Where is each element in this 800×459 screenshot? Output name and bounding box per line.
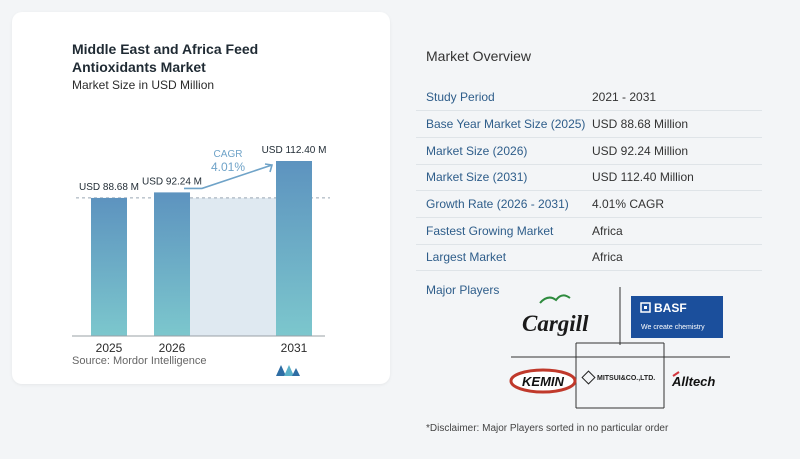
bar-2031 — [276, 161, 312, 336]
chart-title: Middle East and Africa Feed Antioxidants… — [72, 41, 259, 75]
chart-source: Source: Mordor Intelligence — [72, 355, 207, 367]
overview-row: Largest Market Africa — [416, 244, 762, 272]
cagr-value: 4.01% — [211, 160, 245, 174]
overview-key: Market Size (2031) — [416, 164, 586, 192]
data-label: USD 92.24 M — [142, 176, 202, 187]
alltech-wordmark: Alltech — [671, 374, 715, 389]
x-tick-label: 2025 — [96, 341, 123, 355]
overview-key: Fastest Growing Market — [416, 217, 586, 245]
data-label: USD 112.40 M — [262, 145, 327, 156]
bar-2025 — [91, 197, 127, 336]
mitsui-logo: MITSUI&CO.,LTD. — [581, 370, 655, 385]
basf-wordmark: BASF — [654, 301, 687, 315]
cagr-label: CAGR — [214, 149, 243, 160]
disclaimer: *Disclaimer: Major Players sorted in no … — [426, 423, 669, 434]
kemin-wordmark: KEMIN — [522, 374, 565, 389]
major-players-label: Major Players — [426, 283, 500, 297]
alltech-logo: Alltech — [671, 371, 715, 389]
chart-subtitle: Market Size in USD Million — [72, 78, 215, 92]
overview-value: USD 112.40 Million — [586, 164, 762, 192]
growth-band — [190, 197, 276, 336]
overview-row: Base Year Market Size (2025) USD 88.68 Mi… — [416, 110, 762, 138]
cagr-arrow — [184, 163, 274, 190]
basf-tagline: We create chemistry — [641, 324, 705, 331]
mitsui-wordmark: MITSUI&CO.,LTD. — [597, 375, 655, 382]
overview-key: Largest Market — [416, 244, 586, 272]
overview-row: Fastest Growing Market Africa — [416, 217, 762, 245]
kemin-logo: KEMIN — [509, 368, 577, 394]
overview-value: Africa — [586, 244, 762, 272]
data-label: USD 88.68 M — [79, 182, 139, 193]
overview-table: Study Period 2021 - 2031 Base Year Market … — [416, 84, 762, 272]
overview-title: Market Overview — [426, 48, 532, 64]
cargill-wordmark: Cargill — [522, 311, 589, 336]
overview-value: 2021 - 2031 — [586, 84, 762, 112]
x-tick-label: 2026 — [159, 341, 186, 355]
overview-key: Growth Rate (2026 - 2031) — [416, 190, 586, 218]
overview-value: USD 92.24 Million — [586, 137, 762, 165]
x-tick-label: 2031 — [281, 341, 308, 355]
overview-value: USD 88.68 Million — [586, 110, 762, 138]
overview-key: Base Year Market Size (2025) — [416, 110, 586, 138]
overview-value: Africa — [586, 217, 762, 245]
overview-row: Study Period 2021 - 2031 — [416, 84, 762, 112]
overview-row: Market Size (2031) USD 112.40 Million — [416, 164, 762, 192]
overview-row: Market Size (2026) USD 92.24 Million — [416, 137, 762, 165]
cargill-logo: Cargill — [522, 294, 589, 336]
mordor-logo-icon — [276, 365, 300, 376]
overview-value: 4.01% CAGR — [586, 190, 762, 218]
overview-key: Market Size (2026) — [416, 137, 586, 165]
bar-2026 — [154, 192, 190, 336]
overview-row: Growth Rate (2026 - 2031) 4.01% CAGR — [416, 190, 762, 218]
overview-key: Study Period — [416, 84, 586, 112]
basf-logo: BASF We create chemistry — [631, 296, 723, 338]
